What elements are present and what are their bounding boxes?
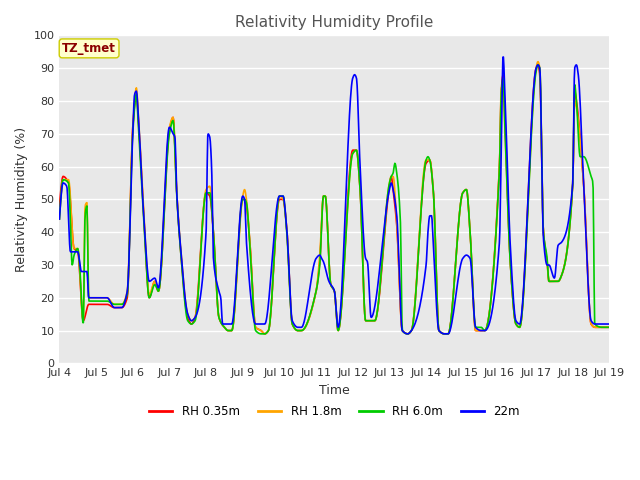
X-axis label: Time: Time [319,384,350,397]
Legend: RH 0.35m, RH 1.8m, RH 6.0m, 22m: RH 0.35m, RH 1.8m, RH 6.0m, 22m [144,401,525,423]
Y-axis label: Relativity Humidity (%): Relativity Humidity (%) [15,127,28,272]
Text: TZ_tmet: TZ_tmet [62,42,116,55]
Title: Relativity Humidity Profile: Relativity Humidity Profile [236,15,434,30]
